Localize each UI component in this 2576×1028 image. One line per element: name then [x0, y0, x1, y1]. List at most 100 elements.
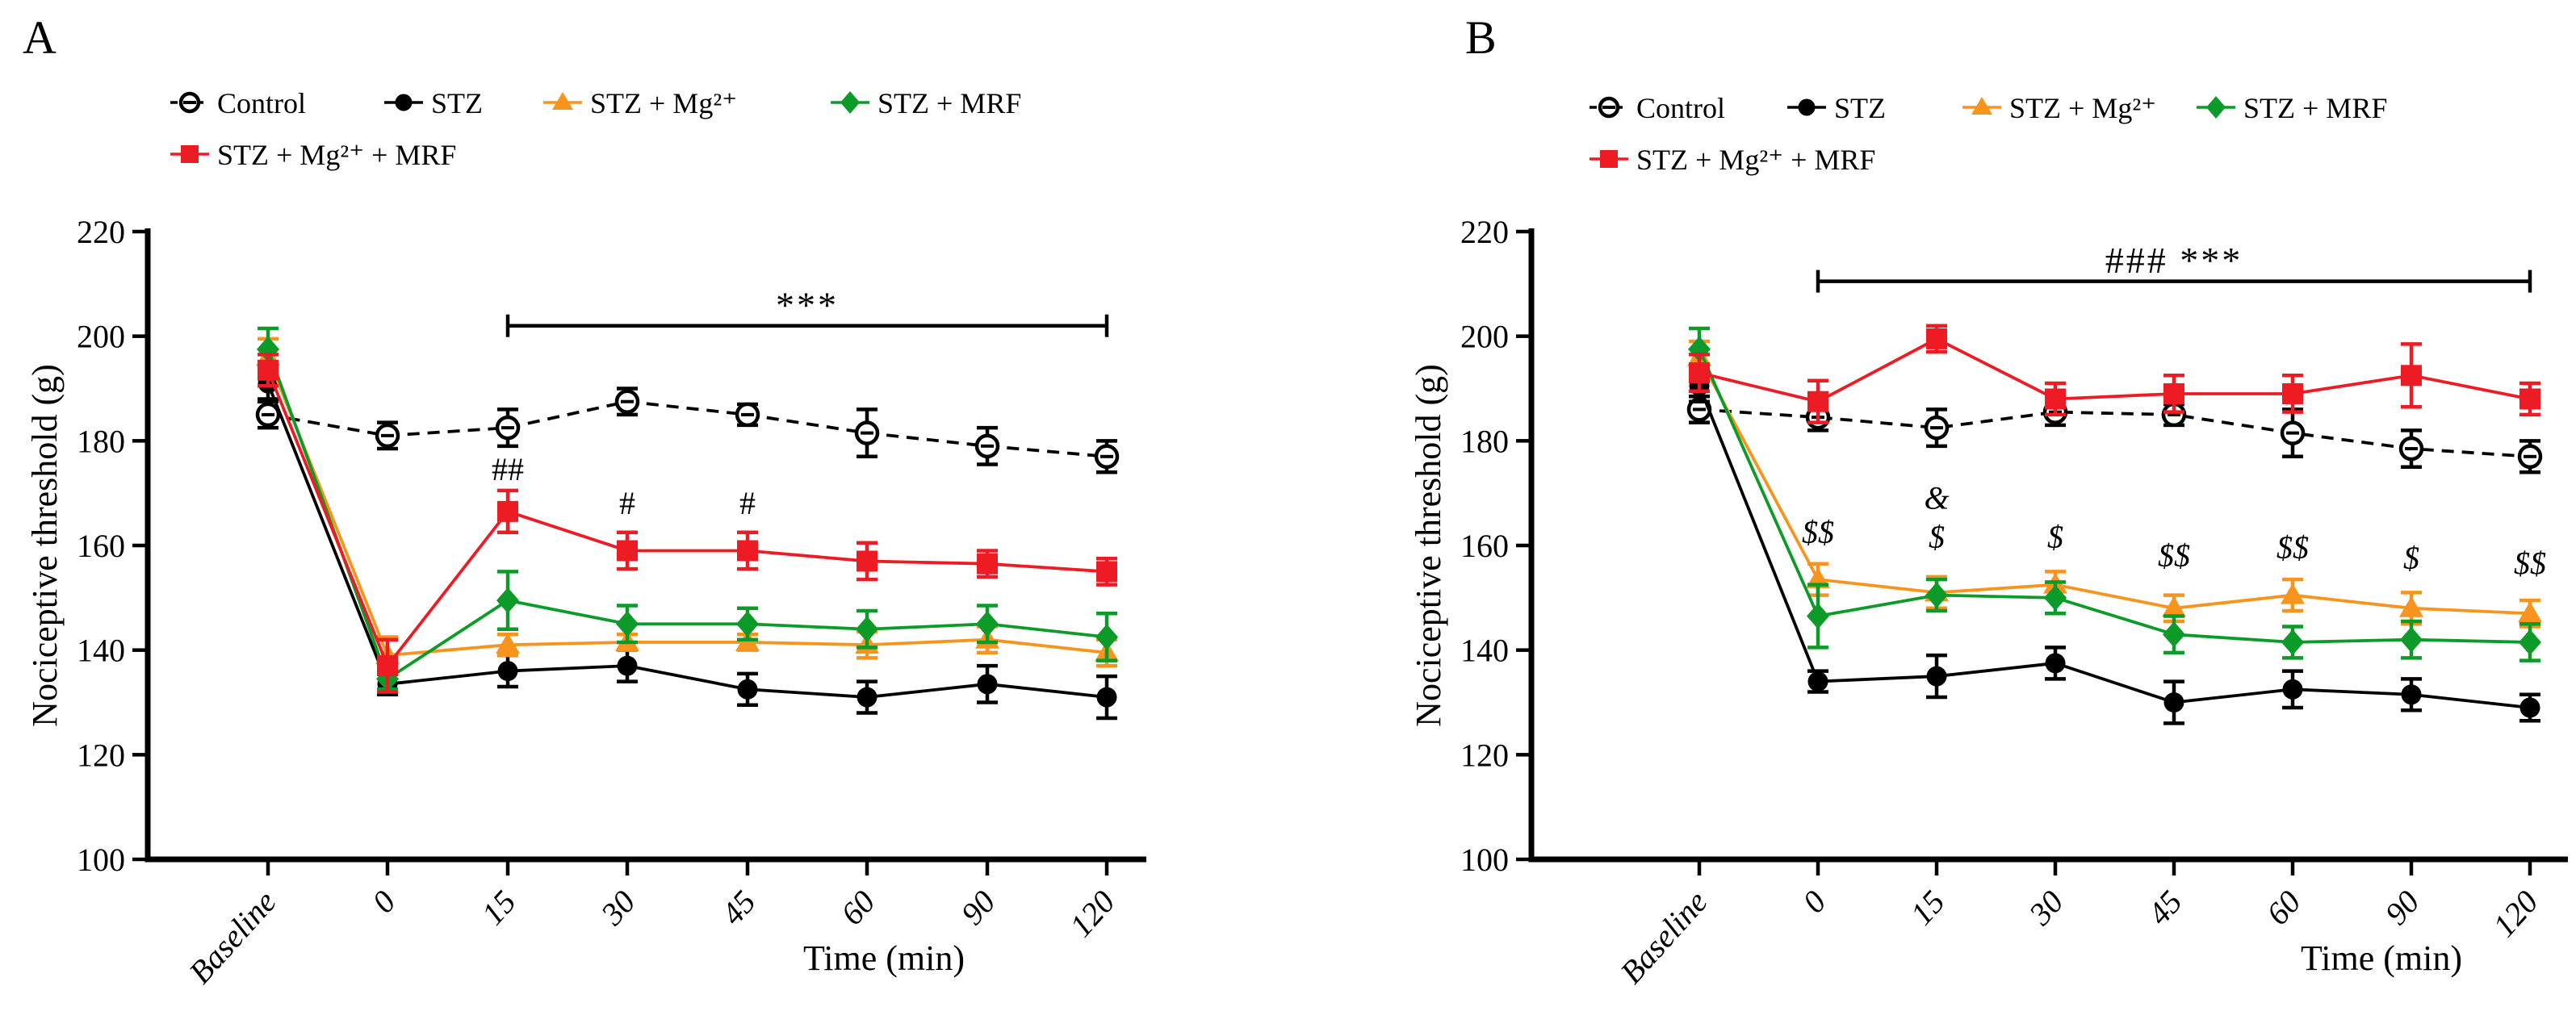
diamond-marker [2400, 626, 2423, 653]
circle-marker [857, 687, 878, 708]
series-line [267, 399, 1108, 458]
circle-marker [617, 655, 638, 676]
y-tick-label: 100 [77, 842, 125, 878]
square-marker [1096, 561, 1117, 583]
y-tick-label: 200 [1460, 319, 1509, 355]
panel-a: A 100 120 140 160 180 200 220 Baseline 0 15 30 45 60 9… [23, 11, 1146, 990]
annotation: $ [2047, 519, 2063, 555]
diamond-marker [2281, 629, 2304, 655]
series-line [1698, 385, 2531, 709]
legend-item-control: Control [170, 87, 306, 119]
square-marker [1807, 391, 1828, 412]
circle-marker [1926, 666, 1947, 687]
y-tick-label: 100 [1460, 842, 1509, 878]
triangle-marker [2162, 595, 2186, 617]
circle-marker [737, 679, 758, 700]
series-line [266, 370, 1108, 669]
circle-marker [2045, 653, 2066, 674]
legend-item-stz-mrf: STZ + MRF [831, 87, 1021, 119]
x-tick-label: 60 [833, 884, 882, 932]
x-tick-label: 45 [714, 884, 762, 932]
circle-marker [977, 674, 998, 695]
legend-label: STZ + Mg²⁺ + MRF [1636, 144, 1875, 176]
annotation: $ [2403, 540, 2419, 576]
legend-label: Control [1636, 92, 1725, 124]
annotation: # [619, 485, 635, 521]
legend-label: STZ [431, 87, 483, 119]
x-axis-title: Time (min) [2301, 938, 2462, 978]
x-tick-label: 90 [2377, 884, 2426, 932]
x-tick-label: Baseline [1613, 884, 1715, 990]
y-tick-label: 120 [77, 737, 125, 773]
legend-label: STZ + MRF [878, 87, 1021, 119]
y-tick-label: 180 [1460, 423, 1509, 459]
legend-item-stz-mg-mrf: STZ + Mg²⁺ + MRF [1590, 144, 1875, 176]
series-control [255, 387, 1120, 474]
x-tick-label: 60 [2259, 884, 2307, 932]
y-axis-title: Nociceptive threshold (g) [25, 364, 65, 727]
circle-marker [1798, 98, 1816, 116]
series-stz-mg-mrf [258, 353, 1117, 694]
legend-item-stz-mrf: STZ + MRF [2197, 92, 2387, 124]
diamond-marker [976, 611, 999, 637]
legend-item-stz-mg: STZ + Mg²⁺ [1962, 92, 2156, 124]
series-line [1698, 407, 2531, 458]
x-tick-label: 30 [2021, 884, 2071, 933]
legend-item-stz-mg: STZ + Mg²⁺ [543, 87, 737, 119]
diamond-marker [2044, 584, 2067, 611]
series-line [1698, 356, 2531, 616]
y-tick-label: 220 [77, 214, 125, 250]
panel-b: B 100 120 140 160 180 200 220 Baseline 0 15 30 45 60 9… [1409, 11, 2568, 990]
diamond-marker [1095, 624, 1118, 650]
triangle-marker [2518, 601, 2542, 623]
diamond-marker [2163, 621, 2185, 648]
square-marker [181, 145, 199, 163]
x-tick-label: 15 [1903, 884, 1951, 932]
circle-marker [1807, 671, 1828, 692]
diamond-marker [616, 611, 639, 637]
legend-label: STZ + Mg²⁺ [590, 87, 737, 119]
x-tick-label: 15 [474, 884, 522, 932]
series-line [266, 382, 1108, 699]
circle-marker [2519, 697, 2540, 718]
significance-label: *** [776, 284, 839, 325]
square-marker [857, 550, 878, 572]
x-axis-title: Time (min) [803, 938, 965, 978]
square-marker [977, 553, 998, 575]
circle-marker [1096, 687, 1117, 708]
square-marker [617, 540, 638, 562]
legend-label: STZ + Mg²⁺ [2009, 92, 2156, 124]
series-stz-mrf [1688, 326, 2541, 662]
circle-marker [395, 94, 413, 111]
diamond-marker [856, 616, 878, 642]
annotation: $$ [2158, 537, 2190, 574]
legend-item-stz: STZ [384, 87, 483, 119]
square-marker [2163, 382, 2184, 404]
x-tick-label: 45 [2140, 884, 2189, 932]
annotation: $$ [2277, 529, 2309, 566]
x-tick-label: 120 [2486, 884, 2545, 944]
legend-item-stz: STZ [1787, 92, 1886, 124]
square-marker [377, 655, 398, 677]
square-marker [497, 500, 518, 522]
annotation: $$ [2514, 545, 2546, 582]
series-line [266, 356, 1108, 658]
triangle-marker [1971, 97, 1992, 115]
significance-bracket: *** [505, 284, 1109, 337]
square-marker [1926, 328, 1947, 349]
annotation: $$ [1802, 514, 1834, 550]
series-line [1698, 349, 2531, 644]
circle-marker [2401, 684, 2422, 705]
panel-label: B [1465, 11, 1497, 64]
x-tick-label: 0 [1795, 884, 1833, 920]
square-marker [258, 359, 279, 381]
circle-marker [2282, 679, 2303, 700]
square-marker [2519, 388, 2540, 410]
y-tick-label: 200 [77, 319, 125, 355]
y-tick-label: 180 [77, 423, 125, 459]
legend-label: STZ [1834, 92, 1886, 124]
square-marker [2401, 365, 2422, 387]
legend-label: STZ + Mg²⁺ + MRF [217, 139, 456, 171]
diamond-marker [840, 91, 860, 114]
